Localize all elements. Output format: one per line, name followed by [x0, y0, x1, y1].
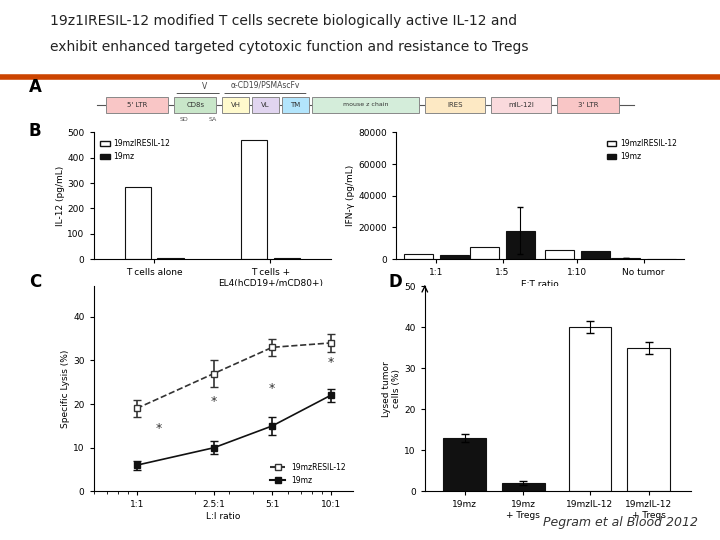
Text: A: A — [29, 78, 42, 96]
Text: SA: SA — [209, 117, 217, 122]
FancyBboxPatch shape — [426, 97, 485, 113]
FancyBboxPatch shape — [222, 97, 249, 113]
FancyBboxPatch shape — [252, 97, 279, 113]
Y-axis label: Lysed tumor
cells (%): Lysed tumor cells (%) — [382, 361, 402, 417]
Bar — [611, 258, 640, 259]
Text: mIL-12I: mIL-12I — [508, 102, 534, 108]
FancyBboxPatch shape — [491, 97, 551, 113]
Bar — [627, 348, 670, 491]
Bar — [470, 246, 499, 259]
Text: *: * — [269, 382, 276, 395]
Text: D: D — [389, 273, 402, 291]
Legend: 19mzIRESIL-12, 19mz: 19mzIRESIL-12, 19mz — [97, 136, 174, 164]
Bar — [274, 258, 300, 259]
Text: VL: VL — [261, 102, 270, 108]
Text: SD: SD — [180, 117, 189, 122]
Legend: 19mzRESIL-12, 19mz: 19mzRESIL-12, 19mz — [267, 460, 349, 488]
Text: 5' LTR: 5' LTR — [127, 102, 147, 108]
Bar — [158, 258, 184, 259]
Bar — [444, 438, 486, 491]
FancyBboxPatch shape — [557, 97, 619, 113]
Bar — [241, 140, 267, 259]
Text: TM: TM — [290, 102, 300, 108]
Text: CD8s: CD8s — [186, 102, 204, 108]
Bar — [581, 251, 610, 259]
Text: B: B — [29, 122, 42, 139]
Y-axis label: IL-12 (pg/mL): IL-12 (pg/mL) — [55, 166, 65, 226]
Text: α-CD19/PSMAscFv: α-CD19/PSMAscFv — [230, 80, 300, 89]
X-axis label: L:I ratio: L:I ratio — [206, 512, 240, 521]
FancyBboxPatch shape — [282, 97, 309, 113]
FancyBboxPatch shape — [312, 97, 419, 113]
Text: 19z1IRESIL-12 modified T cells secrete biologically active IL-12 and: 19z1IRESIL-12 modified T cells secrete b… — [50, 14, 518, 28]
Text: 3' LTR: 3' LTR — [578, 102, 598, 108]
Y-axis label: IFN-γ (pg/mL): IFN-γ (pg/mL) — [346, 165, 356, 226]
Text: VH: VH — [230, 102, 240, 108]
Text: *: * — [211, 395, 217, 408]
Text: Pegram et al Blood 2012: Pegram et al Blood 2012 — [544, 516, 698, 529]
Bar — [506, 231, 535, 259]
Text: V: V — [202, 82, 207, 91]
X-axis label: E:T ratio: E:T ratio — [521, 280, 559, 289]
Bar — [569, 327, 611, 491]
Text: *: * — [156, 422, 162, 435]
Bar — [502, 483, 544, 491]
Text: *: * — [328, 356, 334, 369]
Bar — [125, 187, 151, 259]
Text: IRES: IRES — [447, 102, 463, 108]
Text: exhibit enhanced targeted cytotoxic function and resistance to Tregs: exhibit enhanced targeted cytotoxic func… — [50, 40, 529, 55]
FancyBboxPatch shape — [106, 97, 168, 113]
Legend: 19mzIRESIL-12, 19mz: 19mzIRESIL-12, 19mz — [604, 136, 680, 164]
Bar — [404, 254, 433, 259]
Text: mouse z chain: mouse z chain — [343, 103, 388, 107]
Text: C: C — [29, 273, 41, 291]
FancyBboxPatch shape — [174, 97, 216, 113]
Bar — [440, 255, 469, 259]
Y-axis label: Specific Lysis (%): Specific Lysis (%) — [61, 349, 71, 428]
Bar — [545, 249, 574, 259]
